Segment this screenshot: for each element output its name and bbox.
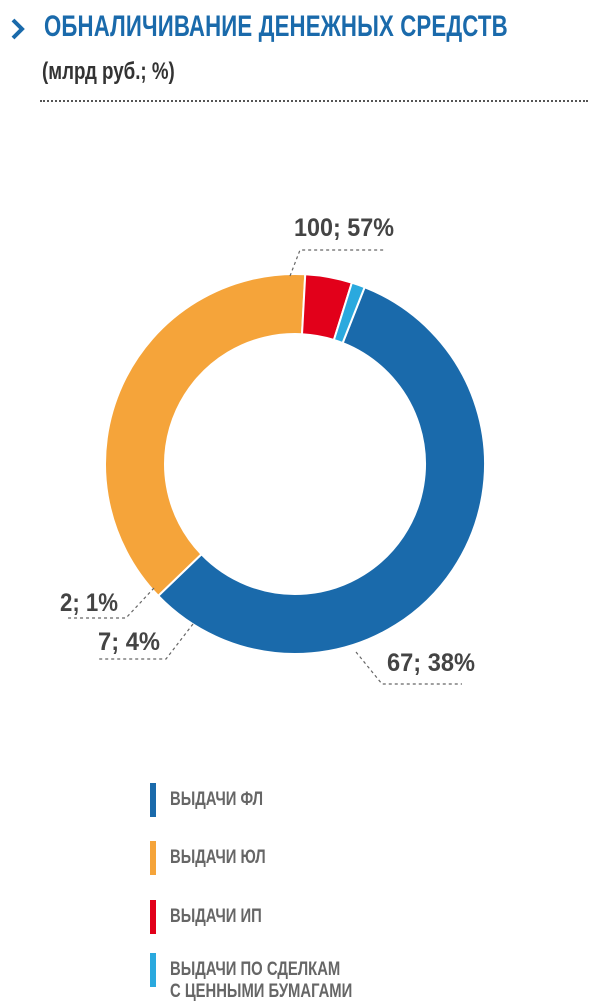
data-label-yl: 67; 38%: [387, 649, 475, 677]
data-label-fl: 100; 57%: [294, 214, 394, 242]
header-divider: [40, 100, 588, 102]
legend-label-securities: ВЫДАЧИ ПО СДЕЛКАМ С ЦЕННЫМИ БУМАГАМИ: [170, 959, 353, 1002]
donut-slice-yl: [104, 273, 307, 598]
data-label-securities: 2; 1%: [60, 589, 118, 617]
leader-line-securities: [66, 587, 155, 619]
leader-line-yl: [355, 651, 462, 685]
donut-slice-securities: [332, 281, 366, 345]
chart-title: ОБНАЛИЧИВАНИЕ ДЕНЕЖНЫХ СРЕДСТВ: [44, 10, 508, 43]
legend-swatch-ip: [150, 900, 156, 934]
donut-chart: 100; 57% 67; 38% 7; 4% 2; 1%: [60, 214, 486, 685]
donut-slice-fl: [156, 285, 486, 655]
legend-item-yl: ВЫДАЧИ ЮЛ: [150, 841, 293, 875]
legend-label-yl: ВЫДАЧИ ЮЛ: [170, 847, 266, 868]
data-label-ip: 7; 4%: [98, 628, 160, 656]
legend-label-fl: ВЫДАЧИ ФЛ: [170, 789, 264, 810]
chart-subtitle: (млрд руб.; %): [42, 58, 175, 85]
legend-item-ip: ВЫДАЧИ ИП: [150, 900, 288, 934]
legend-label-ip: ВЫДАЧИ ИП: [170, 906, 262, 927]
legend-item-securities: ВЫДАЧИ ПО СДЕЛКАМ С ЦЕННЫМИ БУМАГАМИ: [150, 953, 404, 1003]
legend-item-fl: ВЫДАЧИ ФЛ: [150, 783, 289, 817]
legend-swatch-fl: [150, 783, 156, 817]
leader-line-ip: [98, 623, 194, 660]
legend-swatch-yl: [150, 841, 156, 875]
chevron-right-icon: [11, 18, 25, 40]
legend-swatch-securities: [150, 953, 156, 987]
leader-line-fl: [289, 249, 386, 277]
